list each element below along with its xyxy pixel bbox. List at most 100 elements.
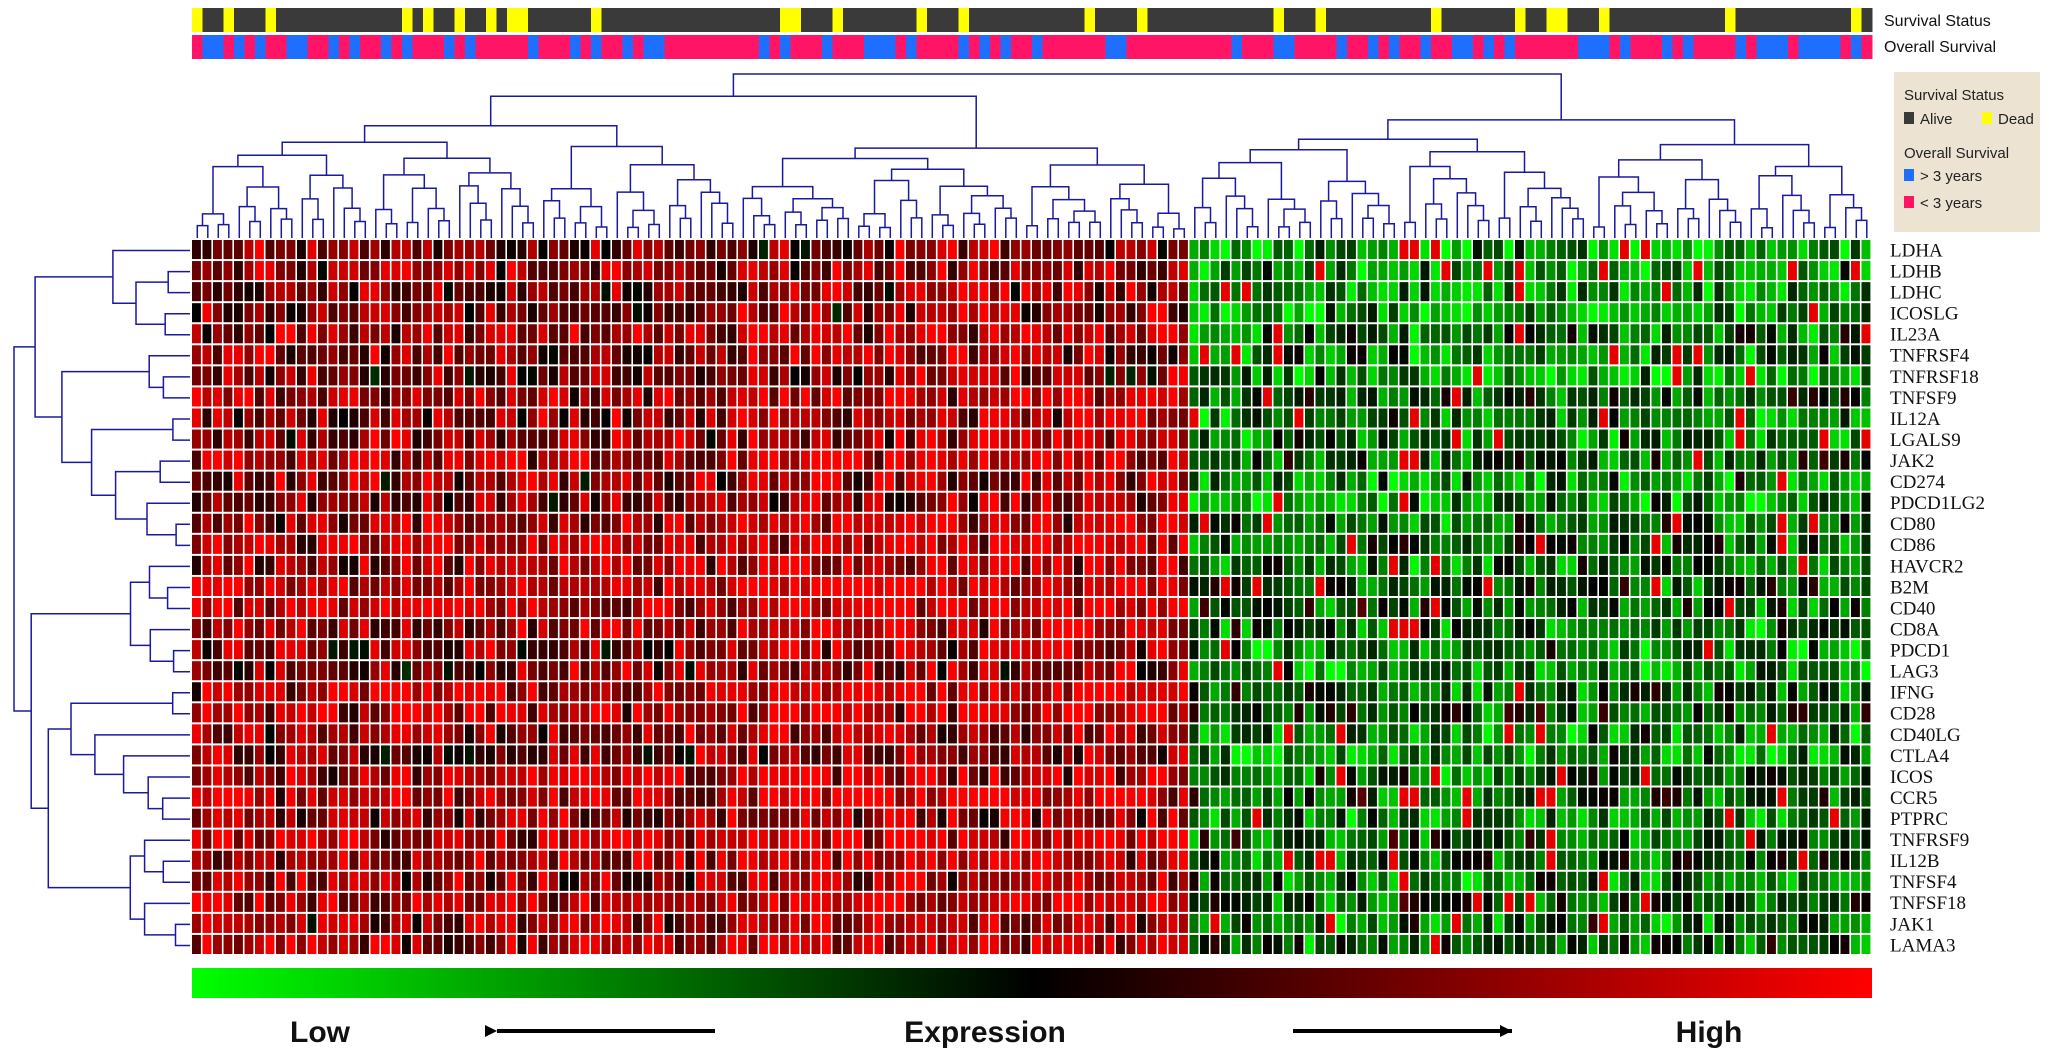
heatmap-cell [1378,598,1388,618]
heatmap-cell [1861,471,1871,491]
heatmap-cell [559,745,569,765]
heatmap-cell [990,366,999,386]
heatmap-cell [360,598,369,618]
heatmap-cell [1851,450,1860,470]
heatmap-cell [979,682,989,702]
heatmap-cell [706,387,716,407]
heatmap-cell [286,576,296,596]
heatmap-cell [1798,745,1808,765]
heatmap-cell [622,555,632,575]
heatmap-cell [1620,682,1629,702]
heatmap-cell [738,282,747,302]
heatmap-cell [1315,324,1325,344]
heatmap-cell [1284,513,1293,533]
heatmap-cell [948,555,957,575]
heatmap-cell [286,282,296,302]
heatmap-cell [1704,261,1713,281]
heatmap-cell [1231,576,1241,596]
heatmap-cell [1525,808,1535,828]
heatmap-cell [822,471,831,491]
heatmap-cell [1504,808,1514,828]
heatmap-cell [1693,576,1703,596]
heatmap-cell [454,787,464,807]
heatmap-cell [1630,745,1640,765]
heatmap-cell [1410,240,1419,260]
heatmap-cell [759,808,768,828]
heatmap-cell [1473,576,1482,596]
heatmap-cell [990,324,999,344]
survival-status-cell [853,8,865,32]
heatmap-cell [706,766,716,786]
heatmap-cell [1368,408,1377,428]
heatmap-cell [1462,303,1472,323]
heatmap-cell [1021,492,1031,512]
heatmap-cell [685,619,695,639]
heatmap-cell [370,703,380,723]
heatmap-cell [1515,429,1524,449]
heatmap-cell [507,808,516,828]
heatmap-cell [1137,682,1146,702]
heatmap-cell [1494,808,1503,828]
heatmap-cell [696,766,705,786]
heatmap-cell [1798,534,1808,554]
overall-survival-cell [790,35,802,59]
heatmap-cell [1819,450,1829,470]
heatmap-cell [517,492,527,512]
heatmap-cell [202,282,212,302]
heatmap-cell [958,682,968,702]
overall-survival-cell [1515,35,1526,59]
heatmap-cell [1420,766,1430,786]
heatmap-cell [1735,450,1745,470]
heatmap-cell [1189,261,1199,281]
heatmap-cell [1011,450,1020,470]
heatmap-cell [1620,324,1629,344]
heatmap-cell [1725,808,1734,828]
survival-status-cell [370,8,382,32]
heatmap-cell [601,429,611,449]
heatmap-cell [1567,640,1577,660]
heatmap-cell [1546,640,1556,660]
heatmap-cell [1777,724,1787,744]
heatmap-cell [1105,534,1115,554]
heatmap-cell [1767,450,1776,470]
heatmap-cell [213,429,222,449]
dendrogram-branch [201,213,225,226]
heatmap-cell [990,576,999,596]
heatmap-cell [1494,492,1503,512]
heatmap-cell [1410,282,1419,302]
heatmap-cell [1777,555,1787,575]
heatmap-cell [1095,555,1104,575]
heatmap-cell [265,450,275,470]
heatmap-cell [255,787,264,807]
dendrogram-branch [792,198,834,213]
heatmap-cell [769,619,779,639]
heatmap-cell [675,408,684,428]
heatmap-cell [286,703,296,723]
heatmap-cell [1546,261,1556,281]
heatmap-cell [1452,555,1461,575]
heatmap-cell [1105,429,1115,449]
heatmap-cell [885,808,894,828]
overall-survival-cell [1725,35,1736,59]
dendrogram-branch [1201,177,1237,208]
dendrogram-branch [149,628,190,662]
heatmap-cell [370,555,380,575]
heatmap-cell [507,429,516,449]
heatmap-cell [1389,534,1398,554]
heatmap-cell [1137,408,1146,428]
heatmap-cell [748,555,758,575]
heatmap-cell [1305,471,1314,491]
heatmap-cell [969,240,978,260]
heatmap-cell [234,724,243,744]
heatmap-cell [517,513,527,533]
heatmap-cell [1168,429,1178,449]
survival-status-cell [1567,8,1579,32]
heatmap-cell [1525,303,1535,323]
heatmap-cell [1158,366,1167,386]
heatmap-cell [1347,492,1356,512]
heatmap-cell [1431,640,1440,660]
heatmap-cell [1693,471,1703,491]
heatmap-cell [286,324,296,344]
heatmap-cell [801,324,810,344]
heatmap-cell [1263,598,1272,618]
